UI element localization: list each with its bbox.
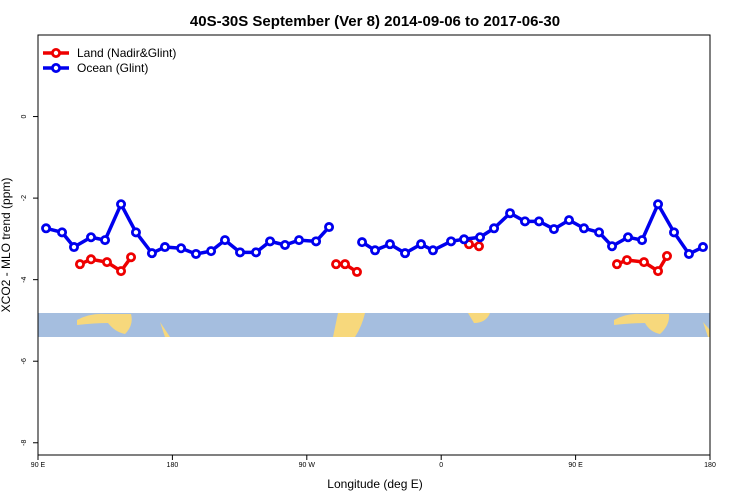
land-shape (160, 322, 170, 337)
point (357, 237, 368, 248)
point (578, 223, 589, 234)
point (190, 248, 201, 259)
point (57, 227, 68, 238)
point (505, 208, 516, 219)
legend-marker (51, 48, 62, 59)
point (697, 242, 708, 253)
y-tick-label: -6 (21, 358, 28, 364)
point (534, 216, 545, 227)
point (473, 241, 484, 252)
point (219, 235, 230, 246)
point (661, 251, 672, 262)
point (294, 235, 305, 246)
point (519, 216, 530, 227)
point (159, 242, 170, 253)
x-tick-label: 90 E (568, 462, 583, 469)
point (331, 259, 342, 270)
y-tick-label: -4 (21, 276, 28, 282)
legend-label: Ocean (Glint) (77, 61, 148, 75)
point (41, 223, 52, 234)
point (126, 252, 137, 263)
point (206, 246, 217, 257)
point (400, 248, 411, 259)
y-axis-label: XCO2 - MLO trend (ppm) (0, 178, 13, 313)
point (548, 224, 559, 235)
x-axis-label: Longitude (deg E) (327, 477, 422, 491)
point (669, 227, 680, 238)
point (176, 243, 187, 254)
y-tick-label: 0 (21, 115, 28, 119)
point (351, 266, 362, 277)
point (384, 239, 395, 250)
legend-marker (51, 63, 62, 74)
legend-label: Land (Nadir&Glint) (77, 46, 176, 60)
point (446, 236, 457, 247)
x-tick-label: 180 (167, 462, 179, 469)
y-tick-label: -2 (21, 195, 28, 201)
land-shape (703, 322, 710, 337)
point (564, 215, 575, 226)
point (116, 266, 127, 277)
point (683, 248, 694, 259)
point (86, 254, 97, 265)
point (594, 227, 605, 238)
point (653, 266, 664, 277)
point (279, 239, 290, 250)
point (638, 257, 649, 268)
point (340, 259, 351, 270)
point (621, 255, 632, 266)
point (489, 223, 500, 234)
point (653, 199, 664, 210)
point (116, 199, 127, 210)
point (475, 232, 486, 243)
point (324, 222, 335, 233)
point (623, 232, 634, 243)
land-shape (614, 313, 670, 334)
ocean-band (38, 313, 710, 337)
point (459, 234, 470, 245)
point (74, 259, 85, 270)
land-shape (77, 313, 132, 334)
point (100, 235, 111, 246)
point (101, 257, 112, 268)
point (86, 232, 97, 243)
point (130, 227, 141, 238)
point (370, 245, 381, 256)
point (416, 239, 427, 250)
y-tick-label: -8 (21, 440, 28, 446)
land-shape (333, 313, 365, 337)
point (427, 245, 438, 256)
point (265, 236, 276, 247)
point (311, 236, 322, 247)
x-tick-label: 90 E (31, 462, 46, 469)
land-shape (468, 313, 490, 323)
plot-frame (37, 34, 711, 456)
x-tick-label: 180 (704, 462, 716, 469)
point (68, 242, 79, 253)
point (607, 241, 618, 252)
point (146, 248, 157, 259)
point (251, 247, 262, 258)
point (637, 235, 648, 246)
x-tick-label: 90 W (299, 462, 316, 469)
point (611, 259, 622, 270)
chart-title: 40S-30S September (Ver 8) 2014-09-06 to … (190, 13, 560, 30)
x-tick-label: 0 (439, 462, 443, 469)
map-strip (38, 313, 710, 337)
point (235, 247, 246, 258)
